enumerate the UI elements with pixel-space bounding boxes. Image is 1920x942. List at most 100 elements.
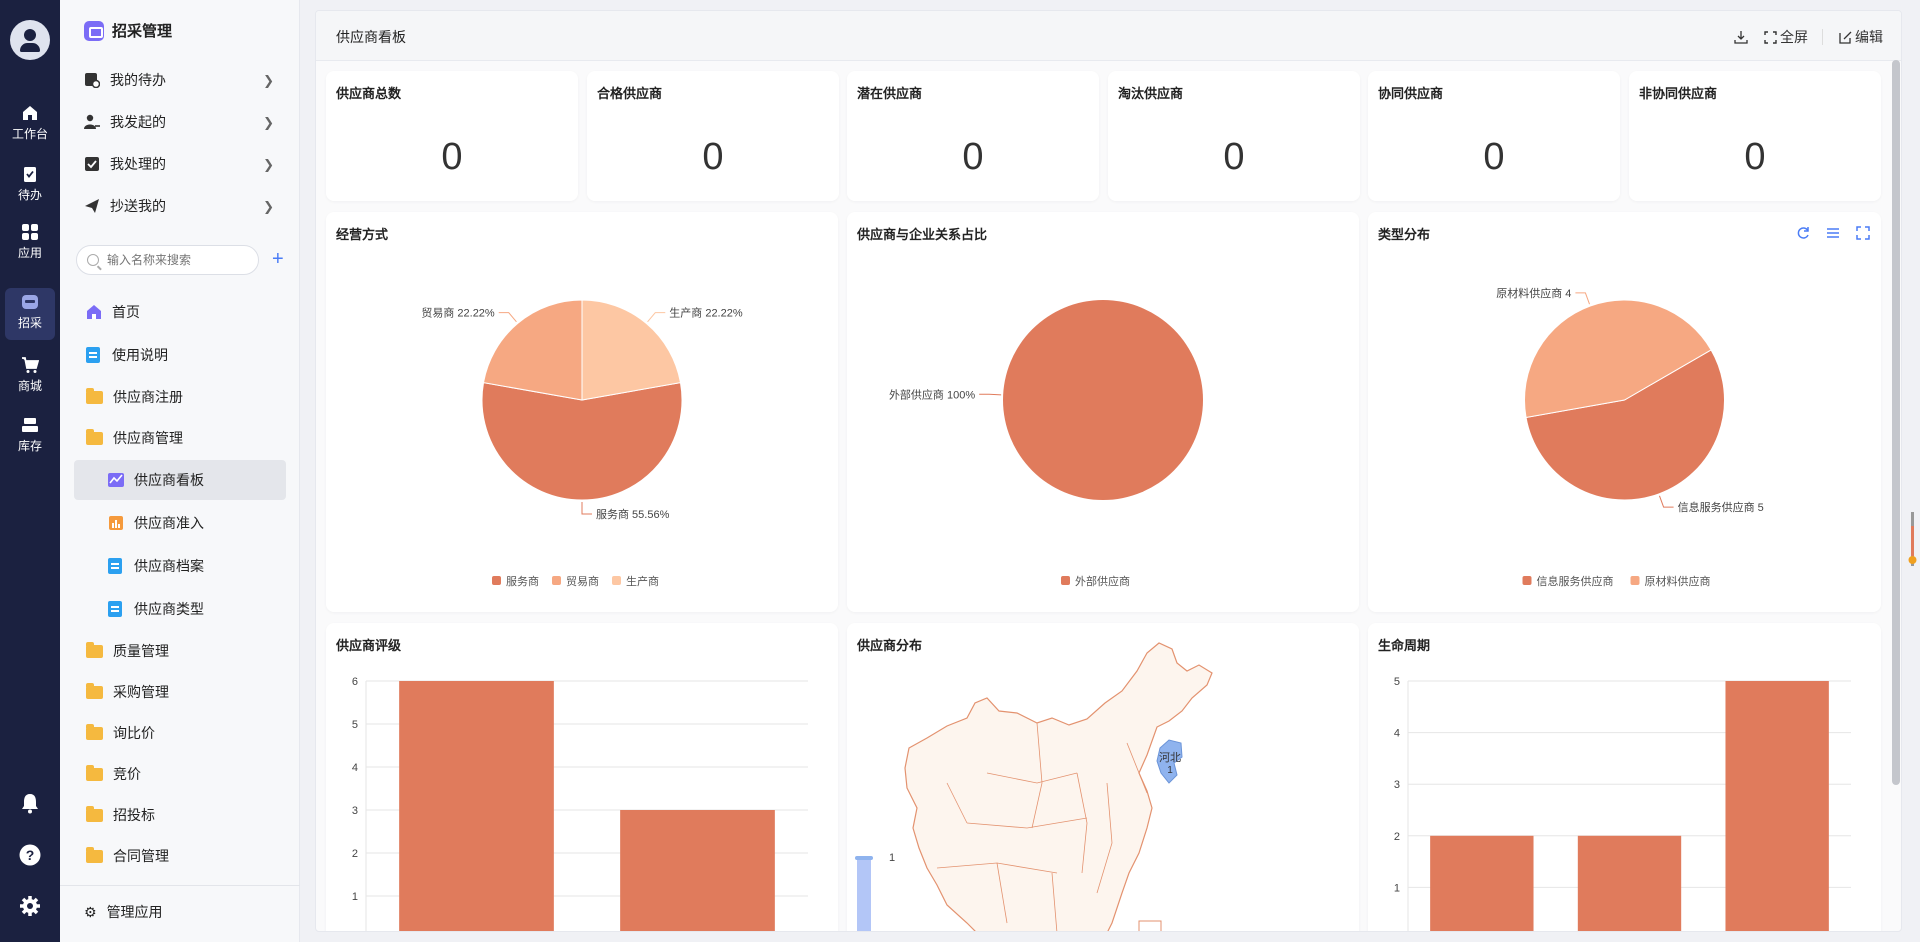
search-icon xyxy=(87,254,99,266)
nav-label: 使用说明 xyxy=(112,347,168,363)
y-tick-label: 6 xyxy=(352,676,358,688)
doc-icon xyxy=(108,558,122,574)
rail-item-apps[interactable]: 应用 xyxy=(0,223,60,273)
bar xyxy=(1577,835,1682,931)
nav-supplier-management[interactable]: 供应商管理 xyxy=(74,418,286,458)
nav-purchase[interactable]: 采购管理 xyxy=(74,672,286,712)
nav-label: 首页 xyxy=(112,304,140,320)
legend-swatch xyxy=(492,576,501,585)
rail-item-label: 招采 xyxy=(17,316,42,330)
nav-home[interactable]: 首页 xyxy=(74,292,286,332)
home-icon xyxy=(23,106,37,120)
manage-apps-label: 管理应用 xyxy=(106,904,163,920)
pie-data-label: 信息服务供应商 5 xyxy=(1678,500,1764,514)
legend-label: 外部供应商 xyxy=(1075,574,1130,588)
bar xyxy=(399,681,554,931)
pie-data-label: 贸易商 22.22% xyxy=(421,306,495,320)
toolbar-divider xyxy=(1822,29,1823,45)
province-border xyxy=(1031,722,1043,829)
gear-icon[interactable] xyxy=(19,895,41,917)
pie-chart-mode: 服务商 55.56% 贸易商 22.22% 生产商 22.22% 服务商 贸易商 生产商 xyxy=(421,299,743,588)
nav-supplier-register[interactable]: 供应商注册 xyxy=(74,377,286,417)
chart-card-type: 类型分布 信息服务供应商 5 原材料供应商 4 信息服务供应商 原材料供应商 xyxy=(1368,212,1881,612)
refresh-icon[interactable] xyxy=(1796,226,1810,240)
chevron-right-icon: ❯ xyxy=(263,73,274,88)
manage-apps-button[interactable]: ⚙ 管理应用 xyxy=(84,902,163,922)
download-button[interactable] xyxy=(1734,30,1748,44)
menu-search-input[interactable] xyxy=(107,253,247,267)
quick-handled[interactable]: 我处理的 ❯ xyxy=(84,150,284,178)
nav-label: 供应商注册 xyxy=(113,389,183,405)
pie-slice xyxy=(1525,349,1725,501)
folder-icon xyxy=(86,723,103,740)
rail-item-mall[interactable]: 商城 xyxy=(0,356,60,406)
chevron-right-icon: ❯ xyxy=(263,157,274,172)
nav-supplier-admission[interactable]: 供应商准入 xyxy=(74,503,286,543)
rail-item-label: 工作台 xyxy=(11,127,48,141)
nav-supplier-type[interactable]: 供应商类型 xyxy=(74,589,286,629)
nav-label: 询比价 xyxy=(113,725,155,741)
nav-supplier-archive[interactable]: 供应商档案 xyxy=(74,546,286,586)
nav-instructions[interactable]: 使用说明 xyxy=(74,335,286,375)
nav-inquiry[interactable]: 询比价 xyxy=(74,713,286,753)
cart-icon xyxy=(22,357,39,373)
province-border xyxy=(1096,782,1113,894)
chart-line-icon xyxy=(108,473,124,487)
bell-icon[interactable] xyxy=(19,792,41,814)
quick-cc[interactable]: 抄送我的 ❯ xyxy=(84,192,284,220)
legend-label: 信息服务供应商 xyxy=(1537,574,1614,588)
quick-label: 抄送我的 xyxy=(110,198,166,214)
folder-icon xyxy=(86,682,103,699)
nav-tender[interactable]: 招投标 xyxy=(74,795,286,835)
edit-button[interactable]: 编辑 xyxy=(1839,27,1883,47)
nav-label: 质量管理 xyxy=(113,643,169,659)
province-border xyxy=(996,862,1008,924)
y-tick-label: 3 xyxy=(352,805,358,817)
rail-item-workbench[interactable]: 工作台 xyxy=(0,104,60,154)
quick-label: 我发起的 xyxy=(110,114,166,130)
scroll-thumb[interactable] xyxy=(1908,512,1918,566)
expand-icon[interactable] xyxy=(1856,226,1870,240)
stat-card-collaborative: 协同供应商 0 xyxy=(1368,71,1620,201)
pie-slice xyxy=(481,382,683,501)
rail-item-todo[interactable]: 待办 xyxy=(0,165,60,215)
nav-contract[interactable]: 合同管理 xyxy=(74,836,286,876)
china-map-outline xyxy=(904,642,1213,931)
pie-data-label: 原材料供应商 4 xyxy=(1496,286,1571,300)
rail-item-inventory[interactable]: 库存 xyxy=(0,416,60,466)
legend-swatch xyxy=(552,576,561,585)
visual-map-max-label: 1 xyxy=(889,852,895,864)
folder-icon xyxy=(86,805,103,822)
pie-leader-line xyxy=(979,393,1002,396)
y-tick-label: 4 xyxy=(352,762,358,774)
page-scrollbar[interactable] xyxy=(1892,60,1900,785)
folder-open-icon xyxy=(86,428,103,445)
rail-item-procurement[interactable]: 招采 xyxy=(0,288,60,340)
help-icon[interactable]: ? xyxy=(19,844,41,866)
add-menu-button[interactable]: + xyxy=(272,248,284,270)
quick-initiated[interactable]: 我发起的 ❯ xyxy=(84,108,284,136)
user-avatar[interactable] xyxy=(10,20,50,60)
nav-supplier-dashboard[interactable]: 供应商看板 xyxy=(74,460,286,500)
nav-label: 竞价 xyxy=(113,766,141,782)
stat-value: 0 xyxy=(1744,136,1766,178)
bar xyxy=(620,810,775,931)
province-border xyxy=(986,772,1078,784)
dashboard-main: 供应商看板 全屏 编辑 供应商总数 0 合格供应商 0 潜在供应商 0 淘汰供应… xyxy=(315,10,1902,932)
nav-bidding[interactable]: 竞价 xyxy=(74,754,286,794)
list-icon[interactable] xyxy=(1826,226,1840,240)
pie-data-label: 生产商 22.22% xyxy=(669,306,743,320)
fullscreen-button[interactable]: 全屏 xyxy=(1764,27,1808,47)
map-region-label: 河北 xyxy=(1159,751,1181,764)
sidebar: 招采管理 我的待办 ❯ 我发起的 ❯ 我处理的 ❯ 抄送我的 ❯ + 首页 使用… xyxy=(60,0,300,942)
chevron-right-icon: ❯ xyxy=(263,115,274,130)
quick-my-todo[interactable]: 我的待办 ❯ xyxy=(84,66,284,94)
procurement-logo-icon xyxy=(84,20,104,41)
pie-data-label: 服务商 55.56% xyxy=(596,507,670,521)
folder-icon xyxy=(86,764,103,781)
y-tick-label: 4 xyxy=(1394,728,1400,740)
nav-quality[interactable]: 质量管理 xyxy=(74,631,286,671)
